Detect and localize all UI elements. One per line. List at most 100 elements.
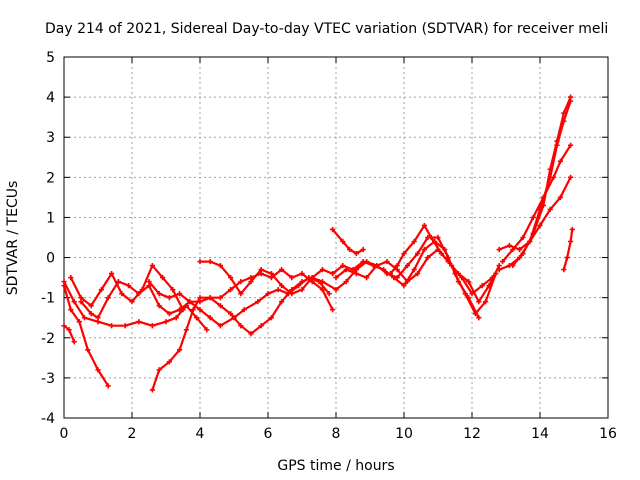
data-point	[435, 234, 441, 241]
data-point	[68, 307, 74, 313]
data-point	[228, 287, 234, 293]
series-s1	[61, 323, 77, 345]
data-point	[364, 275, 370, 281]
data-point	[493, 271, 499, 277]
data-point	[228, 311, 234, 317]
data-point	[299, 287, 305, 293]
data-point	[156, 367, 162, 373]
data-point	[401, 250, 407, 257]
data-point	[217, 295, 223, 301]
series-s10	[333, 234, 482, 321]
data-point	[411, 266, 417, 273]
series-line	[389, 224, 494, 295]
x-tick-label: 16	[599, 426, 617, 442]
data-point	[190, 307, 196, 313]
data-point	[343, 279, 349, 285]
data-point	[71, 299, 77, 305]
data-point	[248, 279, 254, 285]
data-point	[530, 230, 536, 237]
data-point	[340, 238, 346, 245]
data-point	[421, 222, 427, 229]
data-point	[187, 299, 193, 305]
data-point	[530, 214, 536, 221]
data-point	[238, 323, 244, 329]
data-point	[197, 295, 203, 301]
data-point	[204, 327, 210, 333]
data-point	[319, 279, 325, 285]
y-tick-label: -1	[41, 291, 55, 307]
data-point	[415, 250, 421, 257]
series-s5	[78, 266, 336, 321]
data-point	[496, 246, 502, 253]
data-point	[401, 283, 407, 289]
data-point	[149, 262, 155, 269]
data-point	[88, 311, 94, 317]
data-series	[61, 94, 575, 393]
data-point	[177, 307, 183, 313]
data-point	[173, 315, 179, 321]
data-point	[248, 331, 254, 337]
data-point	[279, 299, 285, 305]
data-point	[166, 311, 172, 317]
data-point	[564, 254, 570, 261]
data-point	[170, 287, 176, 293]
data-point	[255, 299, 261, 305]
data-point	[146, 279, 152, 285]
data-point	[384, 258, 390, 265]
series-line	[198, 240, 497, 315]
chart-title: Day 214 of 2021, Sidereal Day-to-day VTE…	[45, 21, 608, 37]
data-point	[445, 254, 451, 261]
data-point	[71, 339, 77, 345]
data-point	[404, 262, 410, 269]
y-tick-label: -4	[41, 411, 55, 427]
data-point	[115, 279, 121, 285]
series-line	[69, 264, 185, 311]
y-tick-label: 2	[46, 170, 55, 186]
data-point	[547, 166, 553, 172]
data-point	[330, 307, 336, 313]
data-point	[479, 283, 485, 289]
data-point	[394, 262, 400, 269]
data-point	[78, 299, 84, 305]
x-tick-label: 0	[60, 426, 69, 442]
data-point	[105, 295, 111, 301]
data-point	[299, 271, 305, 277]
data-point	[455, 279, 461, 285]
data-point	[360, 246, 366, 253]
data-point	[299, 279, 305, 285]
data-point	[258, 323, 264, 329]
data-point	[197, 258, 203, 265]
series-line	[562, 228, 574, 271]
data-point	[163, 319, 169, 325]
data-point	[109, 323, 115, 329]
series-s2	[61, 283, 111, 389]
data-point	[425, 254, 431, 261]
y-tick-label: -2	[41, 331, 55, 347]
series-s7	[149, 246, 502, 393]
data-point	[540, 202, 546, 209]
data-point	[217, 303, 223, 309]
y-tick-label: 3	[46, 130, 55, 146]
x-axis-label: GPS time / hours	[277, 458, 394, 474]
data-point	[85, 347, 91, 353]
series-s9	[330, 226, 366, 257]
x-tick-label: 14	[531, 426, 549, 442]
data-point	[149, 323, 155, 329]
data-point	[330, 271, 336, 277]
data-point	[66, 327, 72, 333]
data-point	[517, 246, 523, 253]
data-point	[76, 319, 82, 325]
data-point	[166, 359, 172, 365]
data-point	[279, 283, 285, 289]
data-point	[268, 315, 274, 321]
data-point	[496, 266, 502, 273]
data-point	[568, 94, 574, 100]
data-point	[421, 246, 427, 253]
data-point	[309, 275, 315, 281]
data-point	[109, 271, 115, 277]
data-point	[343, 266, 349, 273]
series-line	[501, 144, 572, 263]
data-point	[557, 194, 563, 200]
data-point	[459, 275, 465, 281]
